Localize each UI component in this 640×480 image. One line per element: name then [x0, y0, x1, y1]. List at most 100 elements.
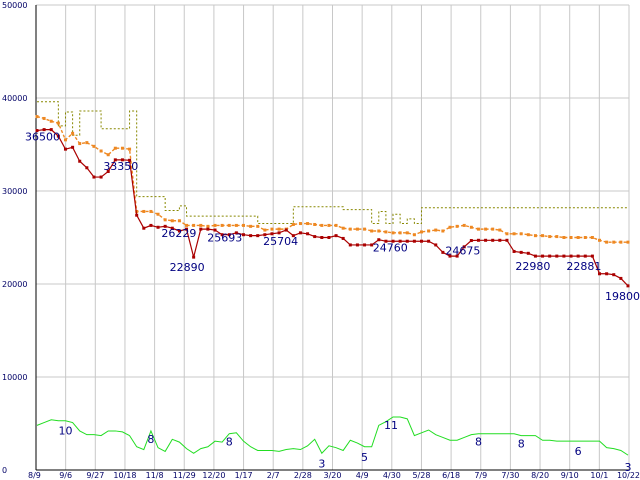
- x-tick-label: 1/17: [235, 471, 253, 480]
- y-tick-label: 50000: [2, 1, 27, 10]
- point-price: [92, 175, 96, 179]
- point-average: [377, 229, 381, 233]
- point-price: [590, 254, 594, 258]
- y-tick-label: 10000: [2, 373, 27, 382]
- data-label-count: 10: [58, 425, 72, 438]
- point-average: [583, 236, 587, 239]
- point-price: [313, 235, 317, 239]
- point-price: [576, 254, 580, 258]
- point-average: [199, 223, 203, 227]
- point-average: [427, 229, 431, 233]
- point-average: [391, 231, 395, 235]
- point-average: [35, 115, 39, 119]
- point-price: [526, 251, 530, 255]
- point-price: [320, 236, 324, 239]
- point-average: [313, 222, 317, 226]
- point-price: [220, 233, 224, 237]
- point-average: [120, 146, 124, 150]
- point-average: [491, 227, 495, 231]
- data-label-price: 22980: [515, 260, 550, 273]
- point-price: [505, 238, 509, 242]
- point-price: [99, 175, 103, 179]
- point-price: [291, 234, 295, 238]
- point-price: [113, 158, 117, 162]
- point-average: [192, 223, 196, 227]
- axes: [35, 5, 629, 471]
- data-label-count: 8: [147, 433, 154, 446]
- point-average: [185, 223, 189, 227]
- point-average: [555, 235, 559, 239]
- point-price: [85, 166, 89, 170]
- point-average: [298, 222, 302, 226]
- point-price: [377, 238, 381, 242]
- point-average: [241, 223, 245, 227]
- x-tick-label: 2/7: [267, 471, 280, 480]
- data-label-price: 22890: [170, 261, 205, 274]
- data-label-count: 8: [226, 436, 233, 449]
- point-price: [491, 238, 495, 242]
- y-tick-label: 30000: [2, 187, 27, 196]
- point-price: [612, 273, 616, 277]
- data-label-count: 11: [384, 419, 398, 432]
- x-tick-label: 9/10: [561, 471, 579, 480]
- point-price: [434, 243, 438, 247]
- point-average: [348, 227, 352, 231]
- data-label-price: 24675: [445, 245, 480, 258]
- point-price: [234, 231, 238, 235]
- y-tick-label: 40000: [2, 94, 27, 103]
- point-price: [569, 254, 573, 258]
- point-average: [562, 236, 566, 239]
- x-tick-label: 7/30: [501, 471, 519, 480]
- point-average: [363, 227, 367, 231]
- data-label-price: 24760: [373, 242, 408, 255]
- point-average: [605, 240, 609, 244]
- point-average: [206, 224, 210, 228]
- point-price: [142, 226, 146, 230]
- point-price: [555, 254, 559, 258]
- point-price: [455, 254, 459, 258]
- point-average: [505, 232, 509, 236]
- point-price: [541, 254, 545, 258]
- point-average: [163, 218, 167, 222]
- point-average: [612, 240, 616, 244]
- point-average: [334, 223, 338, 227]
- point-price: [256, 234, 260, 238]
- point-average: [476, 227, 480, 231]
- point-average: [220, 223, 224, 227]
- point-average: [270, 227, 274, 231]
- point-price: [177, 229, 181, 233]
- point-average: [405, 231, 409, 235]
- point-average: [170, 219, 174, 223]
- data-label-average: 25693: [207, 231, 242, 244]
- point-average: [213, 223, 217, 227]
- data-label-count: 8: [518, 438, 525, 451]
- point-average: [533, 234, 537, 238]
- point-price: [462, 245, 466, 249]
- point-average: [49, 119, 53, 123]
- data-label-count: 8: [475, 436, 482, 449]
- point-price: [384, 239, 388, 243]
- point-average: [128, 147, 132, 151]
- point-average: [498, 228, 502, 232]
- point-price: [605, 272, 609, 276]
- point-average: [598, 238, 602, 242]
- point-price: [512, 249, 516, 253]
- point-average: [626, 240, 630, 244]
- point-price: [71, 145, 75, 149]
- point-average: [113, 146, 117, 150]
- point-price: [533, 254, 537, 258]
- point-price: [562, 254, 566, 258]
- series-lines: [35, 101, 630, 456]
- point-price: [519, 250, 523, 254]
- point-price: [298, 231, 302, 235]
- point-price: [120, 158, 124, 162]
- point-average: [434, 228, 438, 232]
- point-average: [71, 131, 75, 135]
- point-price: [199, 227, 203, 231]
- point-price: [441, 250, 445, 254]
- point-price: [484, 238, 488, 242]
- point-price: [348, 243, 352, 247]
- point-price: [448, 254, 452, 258]
- point-price: [227, 233, 231, 237]
